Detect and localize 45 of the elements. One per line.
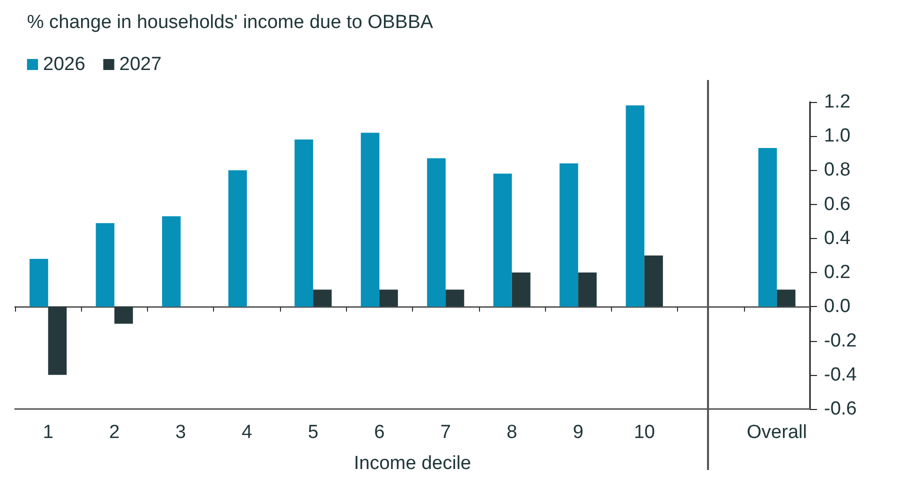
- y-tick-label: -0.2: [824, 330, 857, 352]
- bar: [294, 140, 314, 307]
- x-tick-label: 10: [634, 422, 655, 443]
- bar: [578, 272, 597, 307]
- bar: [776, 290, 796, 307]
- y-tick-label: 1.0: [824, 126, 850, 147]
- bar: [313, 290, 332, 307]
- bar: [30, 258, 48, 307]
- bar: [446, 290, 464, 307]
- x-tick-label: 7: [440, 422, 451, 443]
- x-tick-label: 3: [175, 422, 186, 443]
- bar: [48, 306, 67, 375]
- bar: [96, 223, 114, 307]
- y-tick-label: -0.6: [824, 398, 857, 420]
- bar: [626, 105, 644, 307]
- y-tick-label: 0.0: [824, 296, 850, 318]
- bar: [360, 132, 380, 307]
- bar: [379, 290, 398, 307]
- bar: [493, 174, 512, 307]
- legend-label: 2027: [119, 54, 162, 75]
- legend-label: 2026: [43, 54, 86, 75]
- bar: [114, 306, 133, 324]
- x-axis-title: Income decile: [354, 453, 472, 474]
- x-tick-label: 5: [308, 422, 318, 443]
- x-tick-label: 1: [42, 422, 54, 443]
- y-tick-label: 0.4: [824, 228, 851, 249]
- bar: [758, 148, 777, 307]
- x-tick-label: 2: [109, 422, 120, 443]
- x-tick-label: 9: [572, 422, 584, 443]
- x-tick-label: 8: [506, 422, 518, 443]
- bar: [228, 170, 247, 307]
- bar: [512, 272, 530, 307]
- y-tick-label: -0.4: [824, 364, 858, 386]
- y-tick-label: 0.2: [824, 262, 850, 284]
- chart-title: % change in households' income due to OBBBA: [27, 12, 434, 33]
- bar: [162, 216, 181, 307]
- x-tick-label: 6: [374, 422, 385, 443]
- x-tick-label: Overall: [746, 422, 807, 443]
- x-tick-label: 4: [242, 422, 253, 443]
- bar: [427, 158, 446, 307]
- y-tick-label: 0.6: [824, 194, 850, 215]
- bar: [644, 256, 663, 307]
- y-tick-label: 1.2: [824, 92, 850, 112]
- bar: [560, 163, 578, 307]
- y-tick-label: 0.8: [824, 160, 850, 181]
